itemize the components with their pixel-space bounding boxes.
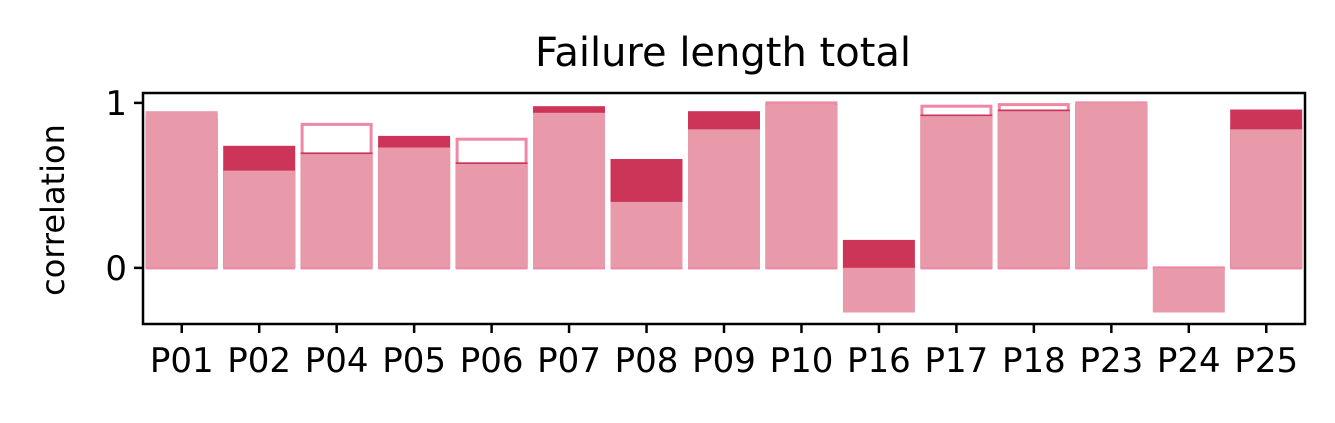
bar-group-p17: [920, 104, 993, 270]
bar-series-3: [533, 112, 605, 268]
bar-group-p25: [1230, 109, 1303, 270]
bar-group-p23: [1075, 101, 1148, 270]
bar-group-p04: [300, 122, 373, 270]
bar-group-p18: [997, 103, 1070, 270]
y-axis-ticks: 01: [105, 84, 143, 289]
y-tick-label: 0: [105, 249, 127, 289]
bar-group-p09: [688, 111, 760, 270]
bar-group-p24: [1152, 266, 1225, 313]
bar-series-3: [765, 104, 838, 268]
bar-series-3: [1230, 129, 1303, 268]
x-tick-label: P08: [615, 341, 679, 381]
x-tick-label: P05: [382, 341, 446, 381]
x-tick-label: P04: [305, 341, 369, 381]
bar-series-3: [688, 129, 760, 268]
x-tick-label: P02: [227, 341, 291, 381]
bar-series-3: [300, 154, 373, 268]
bar-series-3: [997, 111, 1070, 268]
y-axis-label: correlation: [34, 124, 72, 296]
bar-series-3: [920, 116, 993, 268]
bar-group-p02: [223, 145, 296, 270]
bar-series-3: [223, 170, 296, 268]
bar-group-p06: [455, 137, 528, 270]
x-tick-label: P17: [925, 341, 989, 381]
bar-series-3: [842, 267, 915, 313]
bar-series-3: [610, 201, 683, 268]
bar-series-3: [1075, 102, 1148, 268]
x-tick-label: P24: [1157, 341, 1221, 381]
x-tick-label: P01: [150, 341, 214, 381]
x-tick-label: P09: [692, 341, 756, 381]
bar-series-3: [455, 164, 528, 268]
x-tick-label: P06: [460, 341, 524, 381]
bar-group-p01: [145, 111, 218, 270]
bar-series-2: [842, 239, 915, 268]
bar-series-3: [145, 111, 218, 268]
chart-title: Failure length total: [535, 30, 911, 76]
x-tick-label: P18: [1002, 341, 1066, 381]
bar-group-p08: [610, 159, 683, 270]
y-tick-label: 1: [105, 84, 127, 124]
x-axis-ticks: P01 P02 P04 P05 P06 P07 P08 P09 P10 P16 P17 P18 P23 P…: [150, 324, 1298, 381]
bar-series-3: [1152, 267, 1225, 313]
x-tick-label: P10: [770, 341, 834, 381]
bar-group-p10: [765, 101, 838, 270]
bars-layer: [145, 101, 1303, 313]
bar-group-p07: [533, 106, 605, 270]
x-tick-label: P23: [1079, 341, 1143, 381]
bar-series-3: [378, 147, 451, 268]
x-tick-label: P25: [1234, 341, 1298, 381]
x-tick-label: P16: [847, 341, 911, 381]
bar-group-p05: [378, 135, 451, 270]
bar-group-p16: [842, 239, 915, 313]
x-tick-label: P07: [537, 341, 601, 381]
